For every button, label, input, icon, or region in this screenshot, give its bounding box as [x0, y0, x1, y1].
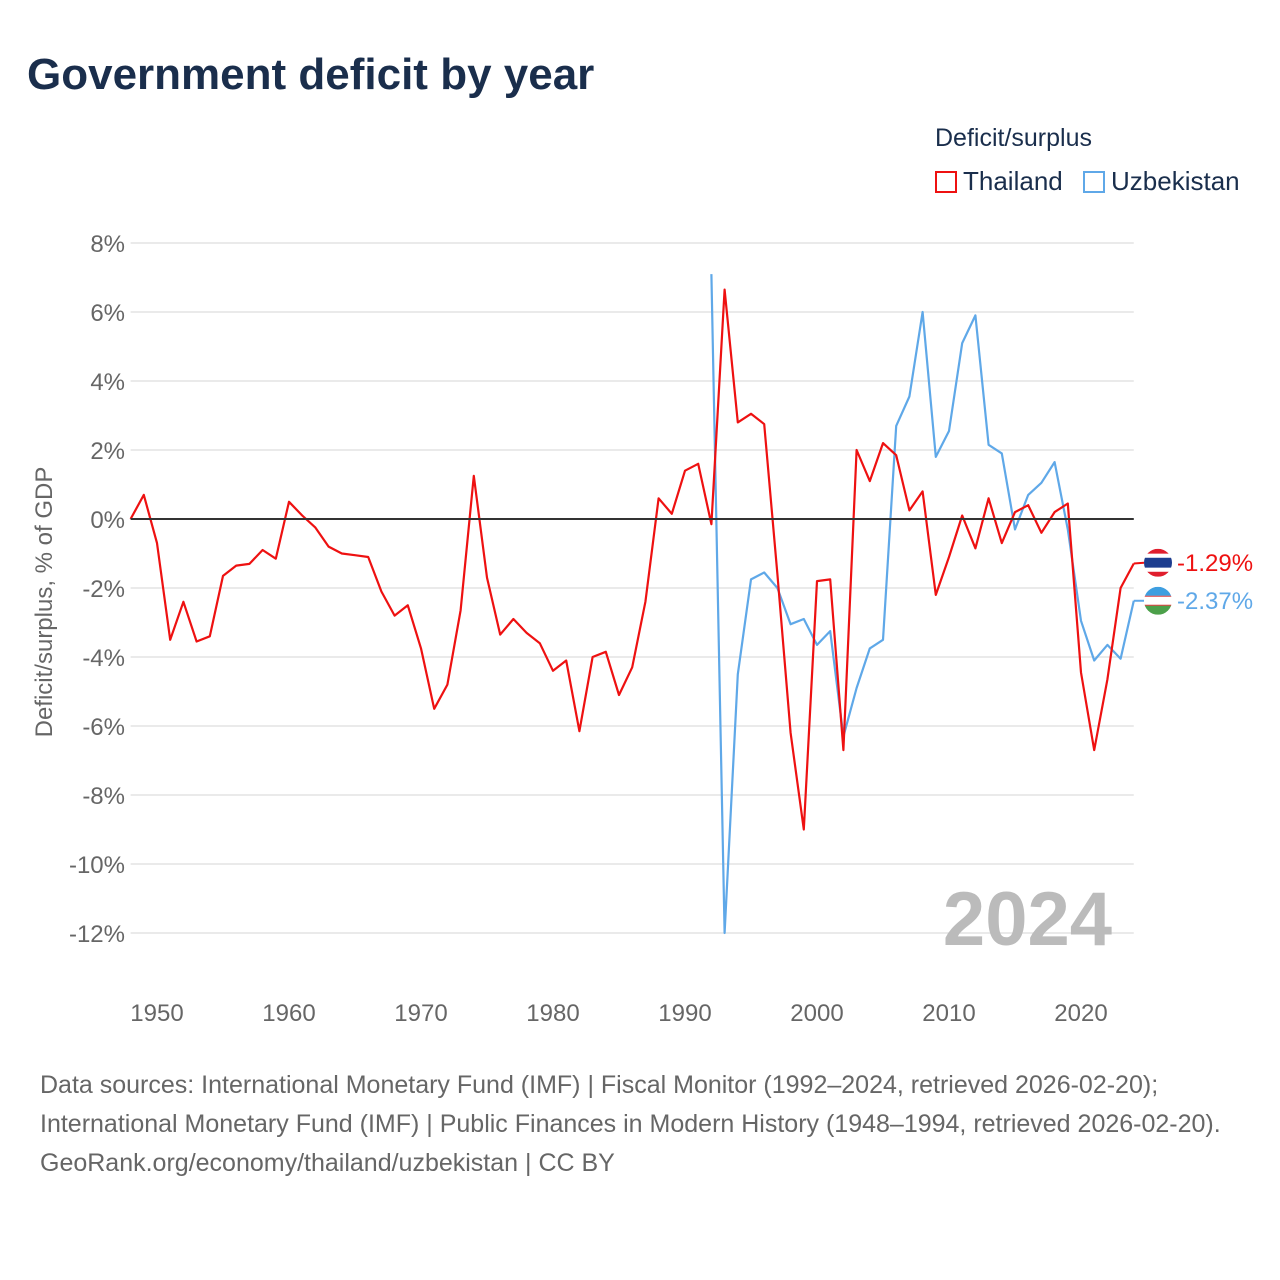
y-tick-label: 6% — [90, 300, 125, 327]
y-tick-label: -12% — [69, 921, 125, 948]
y-tick-label: 4% — [90, 369, 125, 396]
legend-swatch — [1083, 170, 1105, 193]
x-tick-label: 1980 — [526, 1000, 579, 1027]
uzbekistan-flag-icon — [1144, 586, 1172, 615]
x-tick-label: 1950 — [130, 1000, 183, 1027]
credit-link[interactable]: GeoRank.org/economy/thailand/uzbekistan … — [40, 1149, 615, 1177]
year-watermark: 2024 — [943, 877, 1112, 962]
y-axis-label: Deficit/surplus, % of GDP — [31, 467, 58, 738]
x-tick-label: 2010 — [922, 1000, 975, 1027]
y-tick-label: -8% — [82, 783, 125, 810]
y-tick-label: -4% — [82, 645, 125, 672]
legend-item-uzbekistan[interactable]: Uzbekistan — [1083, 166, 1240, 197]
legend-label: Thailand — [963, 166, 1063, 196]
x-tick-label: 1970 — [394, 1000, 447, 1027]
legend-title: Deficit/surplus — [935, 124, 1092, 152]
x-tick-label: 2020 — [1054, 1000, 1107, 1027]
x-tick-label: 1960 — [262, 1000, 315, 1027]
y-tick-label: -6% — [82, 714, 125, 741]
legend-label: Uzbekistan — [1111, 166, 1240, 196]
y-tick-label: -10% — [69, 852, 125, 879]
data-sources: Data sources: International Monetary Fun… — [40, 1071, 1221, 1138]
x-tick-label: 2000 — [790, 1000, 843, 1027]
x-tick-label: 1990 — [658, 1000, 711, 1027]
end-value-label: -2.37% — [1177, 588, 1253, 615]
end-connector — [1133, 561, 1145, 565]
series-line-uzbekistan — [710, 274, 1135, 935]
footer: Data sources: International Monetary Fun… — [40, 1066, 1240, 1183]
y-tick-label: 8% — [90, 231, 125, 258]
series-line-thailand — [129, 288, 1135, 831]
y-tick-label: 0% — [90, 507, 125, 534]
y-tick-label: 2% — [90, 438, 125, 465]
y-tick-label: -2% — [82, 576, 125, 603]
chart-area: 8% 6% 4% 2% 0% -2% -4% -6% -8% -10% -12% 1950 1960 19… — [31, 231, 1253, 1027]
thailand-flag-icon — [1144, 548, 1172, 577]
legend-item-thailand[interactable]: Thailand — [935, 166, 1063, 197]
legend-swatch — [935, 170, 957, 193]
chart-title: Government deficit by year — [27, 50, 595, 99]
end-value-label: -1.29% — [1177, 550, 1253, 577]
